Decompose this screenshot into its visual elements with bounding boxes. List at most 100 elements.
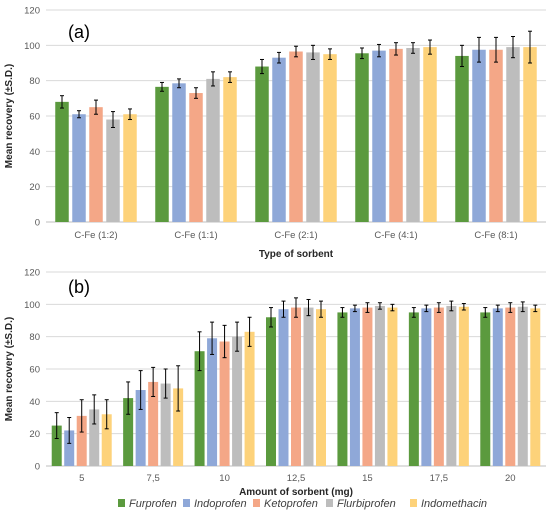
x-tick-label: C-Fe (1:2): [74, 230, 117, 241]
bar: [55, 101, 69, 222]
bar: [135, 390, 146, 466]
bar: [306, 52, 320, 223]
y-tick-label: 100: [24, 300, 40, 311]
x-axis-title: Amount of sorbent (mg): [239, 487, 353, 498]
y-tick-label: 20: [29, 429, 40, 440]
x-tick-label: 17,5: [430, 473, 449, 484]
y-tick-label: 100: [24, 41, 40, 52]
x-tick-label: 10: [219, 473, 230, 484]
y-tick-label: 80: [29, 76, 40, 87]
bar: [106, 119, 120, 222]
y-tick-label: 0: [35, 218, 40, 229]
bar: [472, 49, 486, 222]
bar: [194, 351, 205, 466]
bar: [101, 414, 112, 466]
y-tick-label: 20: [29, 182, 40, 193]
bar: [232, 336, 243, 466]
bar: [223, 77, 237, 222]
bar: [406, 47, 420, 222]
x-tick-label: C-Fe (1:1): [174, 230, 217, 241]
bar: [517, 306, 528, 466]
bar: [489, 49, 503, 222]
panel-label: (b): [68, 277, 90, 297]
y-tick-label: 0: [35, 462, 40, 473]
bar: [374, 305, 385, 466]
y-tick-label: 60: [29, 365, 40, 376]
panel-label: (a): [68, 22, 90, 42]
legend-swatch: [118, 499, 125, 507]
bar: [89, 409, 100, 466]
bar: [303, 307, 314, 466]
bar: [372, 50, 386, 223]
y-tick-label: 40: [29, 147, 40, 158]
bar: [219, 341, 230, 466]
x-tick-label: 5: [79, 473, 84, 484]
bar: [505, 307, 516, 466]
bar: [51, 425, 62, 466]
bar: [160, 383, 171, 466]
x-tick-label: 20: [505, 473, 516, 484]
bar: [423, 47, 437, 222]
bar: [523, 47, 537, 222]
bar: [173, 388, 184, 466]
bar: [291, 307, 301, 466]
bar: [421, 308, 432, 466]
x-tick-label: 7,5: [147, 473, 160, 484]
bar: [172, 83, 186, 222]
bar: [272, 57, 286, 223]
bar: [255, 66, 269, 223]
bar: [316, 309, 326, 466]
bar: [349, 308, 360, 466]
bar: [337, 312, 348, 466]
bar: [480, 312, 491, 466]
y-tick-label: 40: [29, 397, 40, 408]
bar: [244, 331, 255, 466]
bar: [506, 47, 520, 222]
bar: [289, 51, 303, 223]
bar: [89, 107, 103, 222]
legend-item: Indomethacin: [421, 498, 487, 510]
bar: [155, 86, 169, 222]
bar: [76, 415, 87, 466]
y-axis-title: Mean recovery (±S.D.): [4, 64, 15, 168]
bar: [123, 114, 137, 222]
bar: [207, 338, 218, 466]
bar: [266, 317, 276, 466]
bar: [72, 114, 86, 222]
bar: [355, 53, 369, 223]
bar: [64, 430, 75, 466]
bar: [387, 307, 398, 466]
bar: [278, 309, 289, 466]
x-axis-title: Type of sorbent: [259, 249, 334, 260]
x-tick-label: 15: [362, 473, 373, 484]
bar: [455, 55, 469, 222]
bar: [148, 381, 159, 466]
bar: [123, 398, 134, 466]
legend-swatch: [410, 499, 417, 507]
x-tick-label: C-Fe (8:1): [474, 230, 517, 241]
y-tick-label: 120: [24, 268, 40, 279]
legend-item: Furprofen: [129, 498, 177, 510]
y-axis-title: Mean recovery (±S.D.): [4, 317, 15, 421]
legend-swatch: [326, 499, 333, 507]
bar: [433, 307, 444, 466]
bar: [446, 305, 457, 466]
bar: [189, 93, 203, 223]
bar: [530, 308, 541, 466]
bar: [408, 312, 419, 466]
bar: [362, 307, 373, 466]
x-tick-label: 12,5: [287, 473, 306, 484]
bar: [492, 308, 503, 466]
legend-swatch: [253, 499, 260, 507]
x-tick-label: C-Fe (2:1): [274, 230, 317, 241]
y-tick-label: 80: [29, 332, 40, 343]
bar: [389, 48, 403, 222]
bar: [206, 78, 220, 223]
legend-item: Ketoprofen: [264, 498, 318, 510]
legend-swatch: [183, 499, 190, 507]
x-tick-label: C-Fe (4:1): [374, 230, 417, 241]
y-tick-label: 120: [24, 6, 40, 17]
bar: [458, 306, 469, 466]
legend-item: Indoprofen: [194, 498, 247, 510]
